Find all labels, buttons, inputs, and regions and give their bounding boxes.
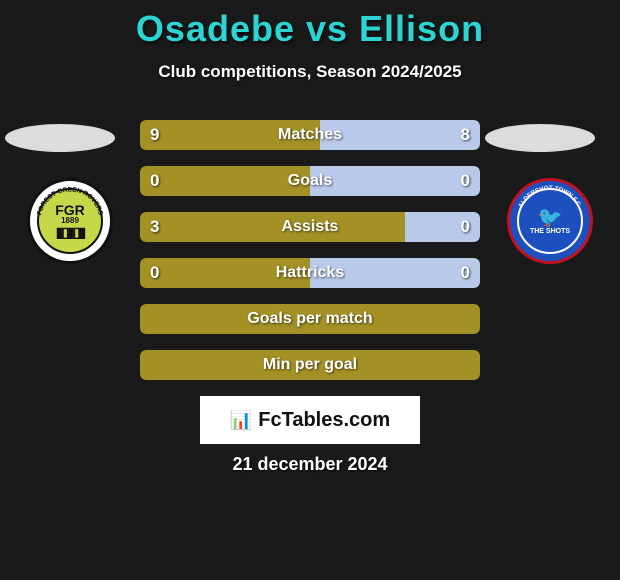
branding-box: 📊 FcTables.com [200, 396, 420, 444]
stat-row: 00Goals [140, 166, 480, 196]
stat-row: Min per goal [140, 350, 480, 380]
stat-row: 30Assists [140, 212, 480, 242]
crest-right-text-top: ALDERSHOT TOWN F.C. [517, 185, 583, 210]
stat-label: Hattricks [140, 258, 480, 288]
stat-label: Goals [140, 166, 480, 196]
player-left-ellipse [5, 124, 115, 152]
comparison-chart: 98Matches 00Goals 30Assists 00Hattricks Goal… [140, 120, 480, 396]
stat-label: Goals per match [140, 304, 480, 334]
svg-text:ALDERSHOT TOWN F.C.: ALDERSHOT TOWN F.C. [517, 185, 583, 210]
stat-label: Matches [140, 120, 480, 150]
player-right-ellipse [485, 124, 595, 152]
stat-row: 98Matches [140, 120, 480, 150]
chart-icon: 📊 [230, 410, 252, 431]
footer-date: 21 december 2024 [0, 454, 620, 475]
branding-text: FcTables.com [258, 409, 390, 432]
crest-left: FOREST GREEN ROVERS FGR 1889 ▮▯▮▯▮ [27, 178, 113, 264]
crest-right: ALDERSHOT TOWN F.C. 🐦 THE SHOTS [507, 178, 593, 264]
page-subtitle: Club competitions, Season 2024/2025 [0, 62, 620, 82]
stat-label: Assists [140, 212, 480, 242]
page-title: Osadebe vs Ellison [0, 8, 620, 50]
stat-row: Goals per match [140, 304, 480, 334]
stat-label: Min per goal [140, 350, 480, 380]
svg-text:FOREST GREEN ROVERS: FOREST GREEN ROVERS [36, 186, 104, 216]
crest-left-text-top: FOREST GREEN ROVERS [36, 186, 104, 216]
stat-row: 00Hattricks [140, 258, 480, 288]
